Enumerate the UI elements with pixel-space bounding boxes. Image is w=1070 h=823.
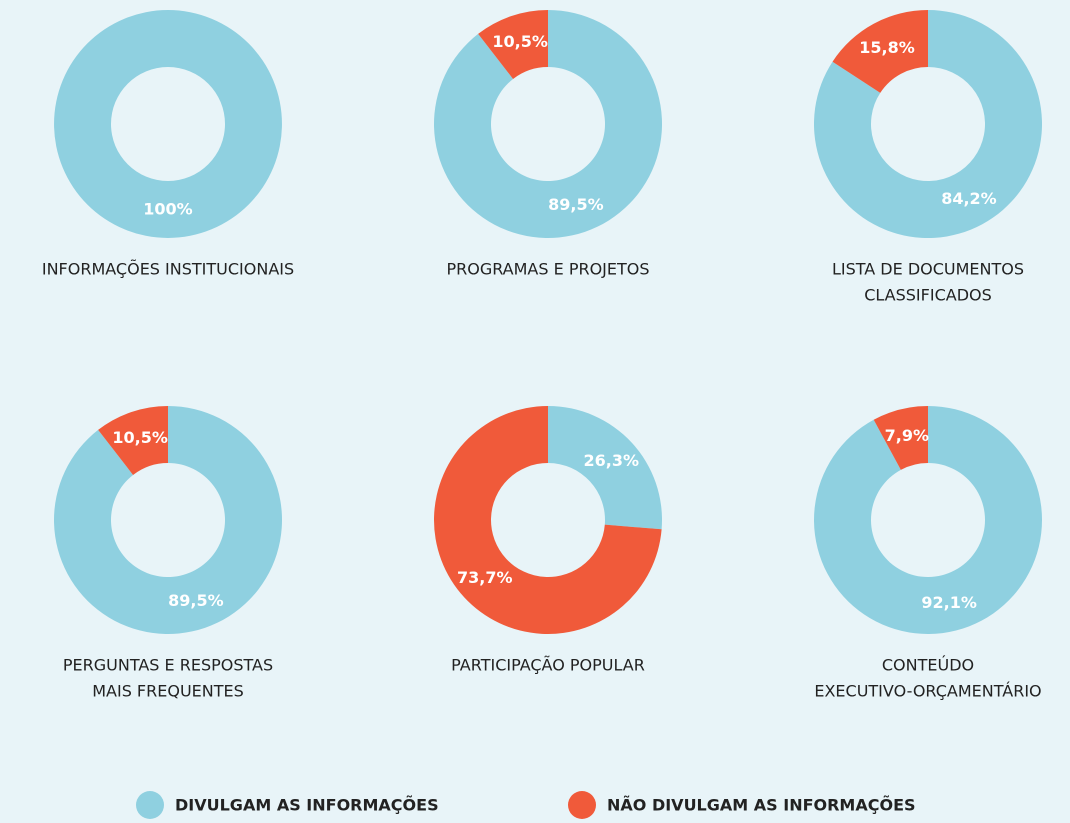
- value-label: 89,5%: [168, 591, 224, 610]
- legend-swatch: [136, 791, 164, 819]
- value-label: 92,1%: [921, 593, 977, 612]
- chart-title: PARTICIPAÇÃO POPULAR: [451, 656, 645, 675]
- donut-segment: [433, 10, 662, 238]
- donut-segment: [98, 406, 168, 475]
- chart-title: PROGRAMAS E PROJETOS: [446, 260, 649, 279]
- legend-swatch: [568, 791, 596, 819]
- donut-segment: [814, 10, 1043, 239]
- chart-title: INFORMAÇÕES INSTITUCIONAIS: [42, 260, 294, 279]
- chart-title: CLASSIFICADOS: [864, 286, 992, 305]
- chart-title: LISTA DE DOCUMENTOS: [832, 260, 1024, 279]
- value-label: 15,8%: [859, 38, 915, 57]
- legend-label: NÃO DIVULGAM AS INFORMAÇÕES: [607, 796, 916, 815]
- donut-segment: [873, 406, 928, 470]
- value-label: 26,3%: [583, 451, 639, 470]
- chart-title: MAIS FREQUENTES: [92, 682, 244, 701]
- chart-title: PERGUNTAS E RESPOSTAS: [63, 656, 273, 675]
- value-label: 73,7%: [457, 568, 513, 587]
- donut-segment: [832, 10, 928, 93]
- donut-segment: [478, 10, 548, 79]
- value-label: 84,2%: [941, 189, 997, 208]
- chart-title: EXECUTIVO-ORÇAMENTÁRIO: [814, 682, 1041, 701]
- value-label: 10,5%: [112, 428, 168, 447]
- value-label: 10,5%: [492, 32, 548, 51]
- value-label: 7,9%: [885, 426, 929, 445]
- donut-segment: [54, 406, 282, 634]
- legend-label: DIVULGAM AS INFORMAÇÕES: [175, 796, 439, 815]
- donut-segment: [548, 406, 662, 530]
- value-label: 100%: [143, 200, 192, 219]
- donut-segment: [54, 10, 282, 238]
- value-label: 89,5%: [548, 195, 604, 214]
- donut-segment: [434, 406, 662, 635]
- chart-title: CONTEÚDO: [882, 656, 974, 675]
- donut-segment: [814, 406, 1042, 634]
